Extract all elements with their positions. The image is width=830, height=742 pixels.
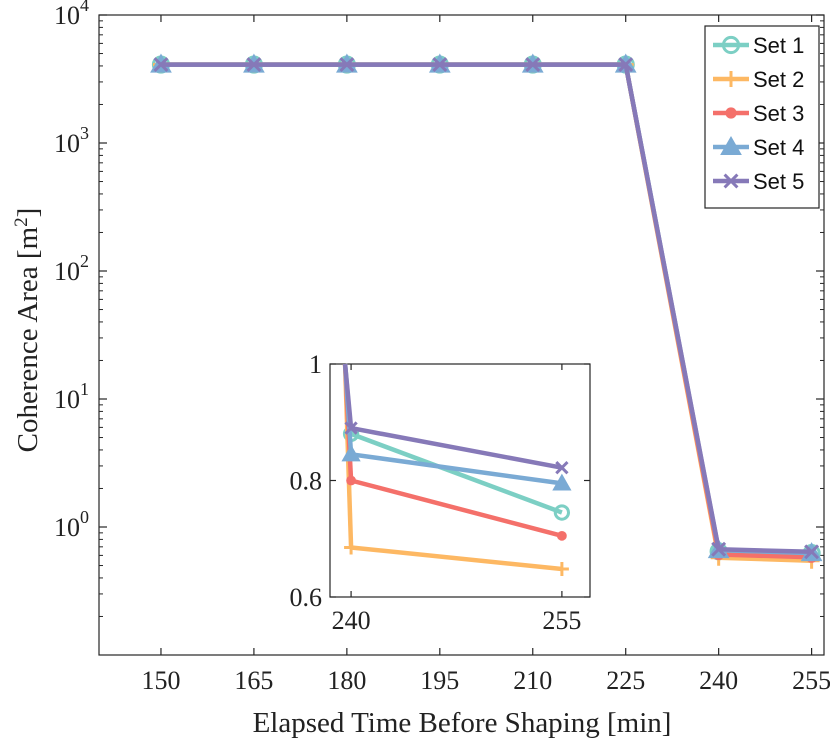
y-tick-base: 10 bbox=[54, 1, 80, 30]
x-tick-label: 240 bbox=[699, 666, 738, 695]
data-point-set-5 bbox=[432, 57, 448, 73]
y-tick-exponent: 1 bbox=[80, 379, 89, 399]
y-axis-label-close: ] bbox=[12, 208, 44, 218]
inset-x-tick-label: 240 bbox=[332, 606, 371, 635]
y-tick-base: 10 bbox=[54, 129, 80, 158]
x-tick-label: 210 bbox=[513, 666, 552, 695]
inset-y-tick-label: 0.6 bbox=[290, 583, 323, 612]
y-axis-label-sup: 2 bbox=[11, 217, 32, 227]
x-axis-label: Elapsed Time Before Shaping [min] bbox=[253, 707, 672, 739]
inset-series-line-set-2 bbox=[350, 545, 563, 572]
inset-y-tick-label: 1 bbox=[309, 350, 322, 379]
y-tick-label: 101 bbox=[54, 379, 89, 414]
y-tick-exponent: 3 bbox=[80, 123, 89, 143]
data-point-set-5 bbox=[804, 544, 820, 560]
y-tick-exponent: 2 bbox=[80, 251, 89, 271]
inset-data-point-set-3 bbox=[556, 530, 567, 541]
inset-plot: 240 255 0.6 0.8 1 bbox=[290, 350, 591, 635]
inset-series-line-set-4 bbox=[350, 452, 563, 486]
x-tick-label: 150 bbox=[141, 666, 180, 695]
legend-marker-set-1 bbox=[721, 35, 741, 55]
data-point-set-5 bbox=[711, 541, 727, 557]
y-tick-base: 10 bbox=[54, 513, 80, 542]
inset-y-tick-label: 0.8 bbox=[290, 467, 323, 496]
y-tick-exponent: 0 bbox=[80, 507, 89, 527]
data-point-set-5 bbox=[153, 57, 169, 73]
x-tick-label: 165 bbox=[234, 666, 273, 695]
series-line-set-5 bbox=[161, 62, 812, 555]
x-tick-label: 255 bbox=[792, 666, 830, 695]
inset-drop-line-set-5 bbox=[342, 363, 354, 429]
inset-data-point-set-5 bbox=[344, 421, 358, 435]
inset-series-line-set-5 bbox=[350, 425, 563, 470]
y-tick-base: 10 bbox=[54, 257, 80, 286]
y-tick-label: 102 bbox=[54, 251, 89, 286]
y-tick-label: 103 bbox=[54, 123, 89, 158]
legend-marker-set-3 bbox=[725, 107, 737, 119]
x-tick-label: 225 bbox=[606, 666, 645, 695]
legend-label-set-5: Set 5 bbox=[753, 169, 804, 194]
legend-label-set-3: Set 3 bbox=[753, 101, 804, 126]
inset-x-tick-label: 255 bbox=[542, 606, 581, 635]
legend: Set 1 Set 2 Set 3 Set 4 Set 5 bbox=[704, 25, 820, 209]
legend-marker-set-4 bbox=[720, 135, 742, 155]
inset-series-line-set-1 bbox=[350, 431, 563, 515]
y-tick-base: 10 bbox=[54, 385, 80, 414]
inset-data-point-set-4 bbox=[341, 444, 361, 462]
legend-marker-set-2 bbox=[723, 71, 739, 87]
inset-data-point-set-2 bbox=[344, 540, 359, 555]
x-tick-label: 195 bbox=[420, 666, 459, 695]
legend-label-set-1: Set 1 bbox=[753, 33, 804, 58]
x-tick-label: 180 bbox=[327, 666, 366, 695]
y-tick-exponent: 4 bbox=[80, 0, 89, 15]
y-tick-label: 104 bbox=[54, 0, 89, 30]
inset-data-point-set-4 bbox=[552, 473, 572, 491]
inset-data-point-set-2 bbox=[554, 562, 569, 577]
data-point-set-5 bbox=[246, 57, 262, 73]
inset-data-point-set-3 bbox=[346, 475, 356, 486]
legend-label-set-4: Set 4 bbox=[753, 135, 804, 160]
inset-data-point-set-5 bbox=[555, 461, 569, 475]
y-axis-label-base: Coherence Area [m bbox=[12, 226, 44, 452]
y-tick-label: 100 bbox=[54, 507, 89, 542]
data-point-set-5 bbox=[525, 57, 541, 73]
legend-marker-set-5 bbox=[723, 173, 739, 189]
legend-box bbox=[704, 25, 820, 209]
inset-series-line-set-3 bbox=[350, 478, 563, 538]
data-point-set-5 bbox=[339, 57, 355, 73]
y-axis-label: Coherence Area [m2] bbox=[11, 208, 45, 453]
data-point-set-5 bbox=[618, 57, 634, 73]
inset-data-point-set-1 bbox=[553, 504, 571, 521]
legend-label-set-2: Set 2 bbox=[753, 67, 804, 92]
